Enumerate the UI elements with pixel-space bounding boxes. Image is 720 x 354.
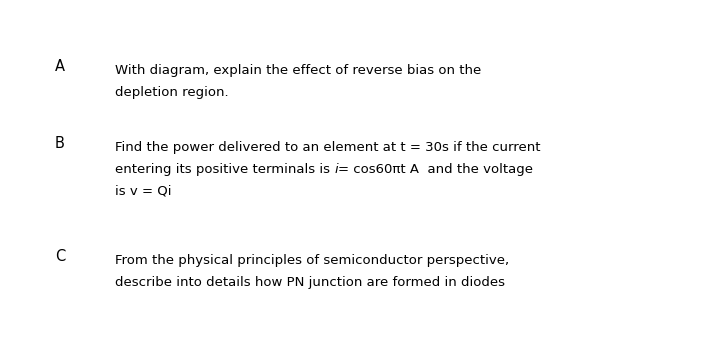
Text: entering its positive terminals is: entering its positive terminals is	[115, 163, 334, 176]
Text: is v = Qi: is v = Qi	[115, 185, 171, 198]
Text: B: B	[55, 136, 65, 151]
Text: From the physical principles of semiconductor perspective,: From the physical principles of semicond…	[115, 254, 509, 267]
Text: depletion region.: depletion region.	[115, 86, 229, 99]
Text: With diagram, explain the effect of reverse bias on the: With diagram, explain the effect of reve…	[115, 64, 481, 77]
Text: = cos60πt A  and the voltage: = cos60πt A and the voltage	[338, 163, 533, 176]
Text: Find the power delivered to an element at t = 30s if the current: Find the power delivered to an element a…	[115, 141, 541, 154]
Text: A: A	[55, 59, 65, 74]
Text: C: C	[55, 249, 66, 264]
Text: i: i	[334, 163, 338, 176]
Text: describe into details how PN junction are formed in diodes: describe into details how PN junction ar…	[115, 276, 505, 289]
